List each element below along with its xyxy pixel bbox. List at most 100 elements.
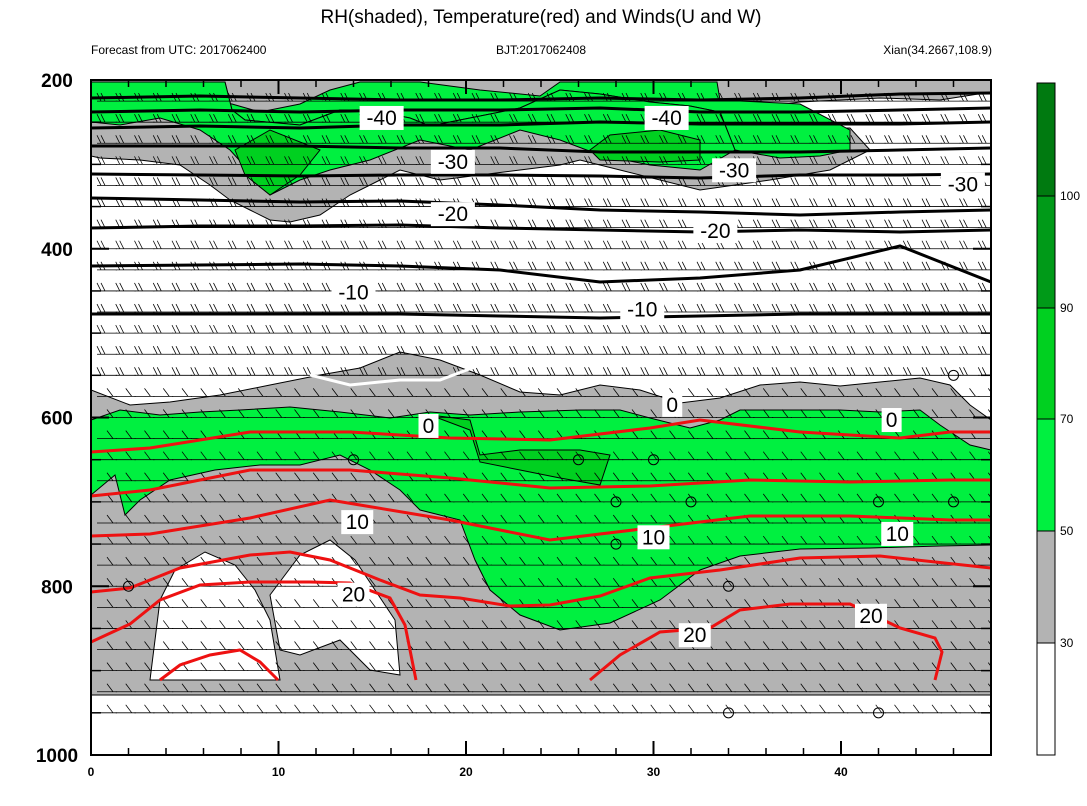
wind-barb [171, 282, 192, 292]
wind-barb [771, 114, 792, 123]
wind-barb [434, 240, 455, 250]
wind-barb [96, 177, 117, 186]
wind-barb [115, 135, 136, 144]
wind-barb [809, 177, 830, 186]
wind-barb [865, 704, 886, 714]
wind-barb [734, 409, 755, 418]
wind-barb [584, 261, 605, 271]
wind-barb [734, 578, 755, 587]
wind-barb [340, 704, 361, 714]
wind-barb [359, 683, 380, 693]
wind-barb [884, 114, 905, 123]
wind-barb [134, 683, 155, 693]
wind-barb [902, 177, 924, 186]
wind-barb [359, 493, 380, 503]
wind-barb [509, 114, 530, 123]
wind-barb [622, 599, 642, 608]
wind-barb [359, 599, 380, 608]
calm-wind-marker [123, 580, 134, 592]
wind-barb [959, 324, 980, 334]
wind-barb [902, 198, 924, 207]
wind-barb [884, 177, 905, 186]
wind-barb [809, 367, 830, 376]
wind-barb [528, 514, 549, 524]
wind-barb [377, 135, 399, 144]
wind-barb [415, 683, 436, 693]
wind-barb [153, 704, 174, 714]
wind-barb [378, 388, 399, 397]
wind-barb [528, 493, 549, 503]
wind-barb [359, 641, 380, 650]
wind-barb [227, 324, 249, 334]
wind-barb [659, 514, 680, 524]
wind-barb [622, 683, 642, 693]
wind-barb [152, 367, 174, 376]
isotherm-label: -30 [430, 149, 475, 174]
wind-barb [302, 114, 324, 123]
isotherm-label: -40 [644, 105, 689, 130]
wind-barb [622, 662, 642, 672]
wind-barb [827, 114, 849, 123]
wind-barb [265, 493, 286, 503]
wind-barb [434, 578, 455, 587]
wind-barb [509, 240, 530, 250]
plot-area: -40 -40 -30 -30 -30 -20 -20 -10 -10 0 0 0 10 10 10 20 20… [91, 80, 991, 755]
wind-barb [902, 261, 924, 271]
wind-barb [678, 472, 699, 482]
wind-barb [397, 683, 417, 693]
wind-barb [153, 388, 174, 397]
wind-barb [959, 346, 980, 355]
subtitle-bjt: BJT:2017062408 [496, 43, 586, 57]
wind-barb [546, 282, 567, 292]
wind-barb [509, 282, 530, 292]
wind-barb [940, 409, 961, 418]
wind-barb [584, 599, 605, 608]
wind-barb [640, 324, 661, 334]
wind-barb [902, 324, 924, 334]
wind-barb [171, 177, 192, 186]
wind-barb [921, 135, 942, 144]
wind-barb [528, 662, 549, 672]
wind-barb [790, 451, 811, 461]
wind-barb [865, 641, 886, 650]
wind-barb [790, 219, 811, 229]
wind-barb [696, 282, 717, 292]
wind-barb [922, 535, 942, 545]
wind-barb [115, 662, 136, 672]
wind-barb [397, 599, 417, 608]
wind-barb [640, 388, 661, 397]
wind-barb [565, 198, 586, 207]
wind-barb [809, 535, 830, 545]
wind-barb [940, 303, 961, 313]
wind-barb [828, 578, 849, 587]
wind-barb [547, 578, 567, 587]
wind-barb [547, 472, 567, 482]
wind-barb [134, 662, 155, 672]
wind-barb [565, 388, 586, 397]
wind-barb [377, 282, 399, 292]
wind-barb [190, 156, 211, 165]
wind-barb [415, 135, 436, 144]
wind-barb [902, 219, 924, 229]
wind-barb [490, 240, 511, 250]
wind-barb [302, 346, 324, 355]
wind-barb [359, 472, 380, 482]
wind-barb [715, 282, 736, 292]
wind-barb [565, 493, 586, 503]
wind-barb [640, 409, 661, 418]
wind-barb [284, 367, 305, 376]
wind-barb [621, 346, 642, 355]
wind-barb [696, 303, 717, 313]
wind-barb [247, 641, 267, 650]
wind-barb [172, 535, 192, 545]
wind-barb [378, 662, 399, 672]
wind-barb [209, 641, 230, 650]
wind-barb [321, 324, 342, 334]
wind-barb [640, 430, 661, 439]
wind-barb [265, 641, 286, 650]
wind-barb [940, 662, 961, 672]
wind-barb [247, 599, 267, 608]
wind-barb [97, 683, 117, 693]
wind-barb [321, 367, 342, 376]
wind-barb [153, 409, 174, 418]
